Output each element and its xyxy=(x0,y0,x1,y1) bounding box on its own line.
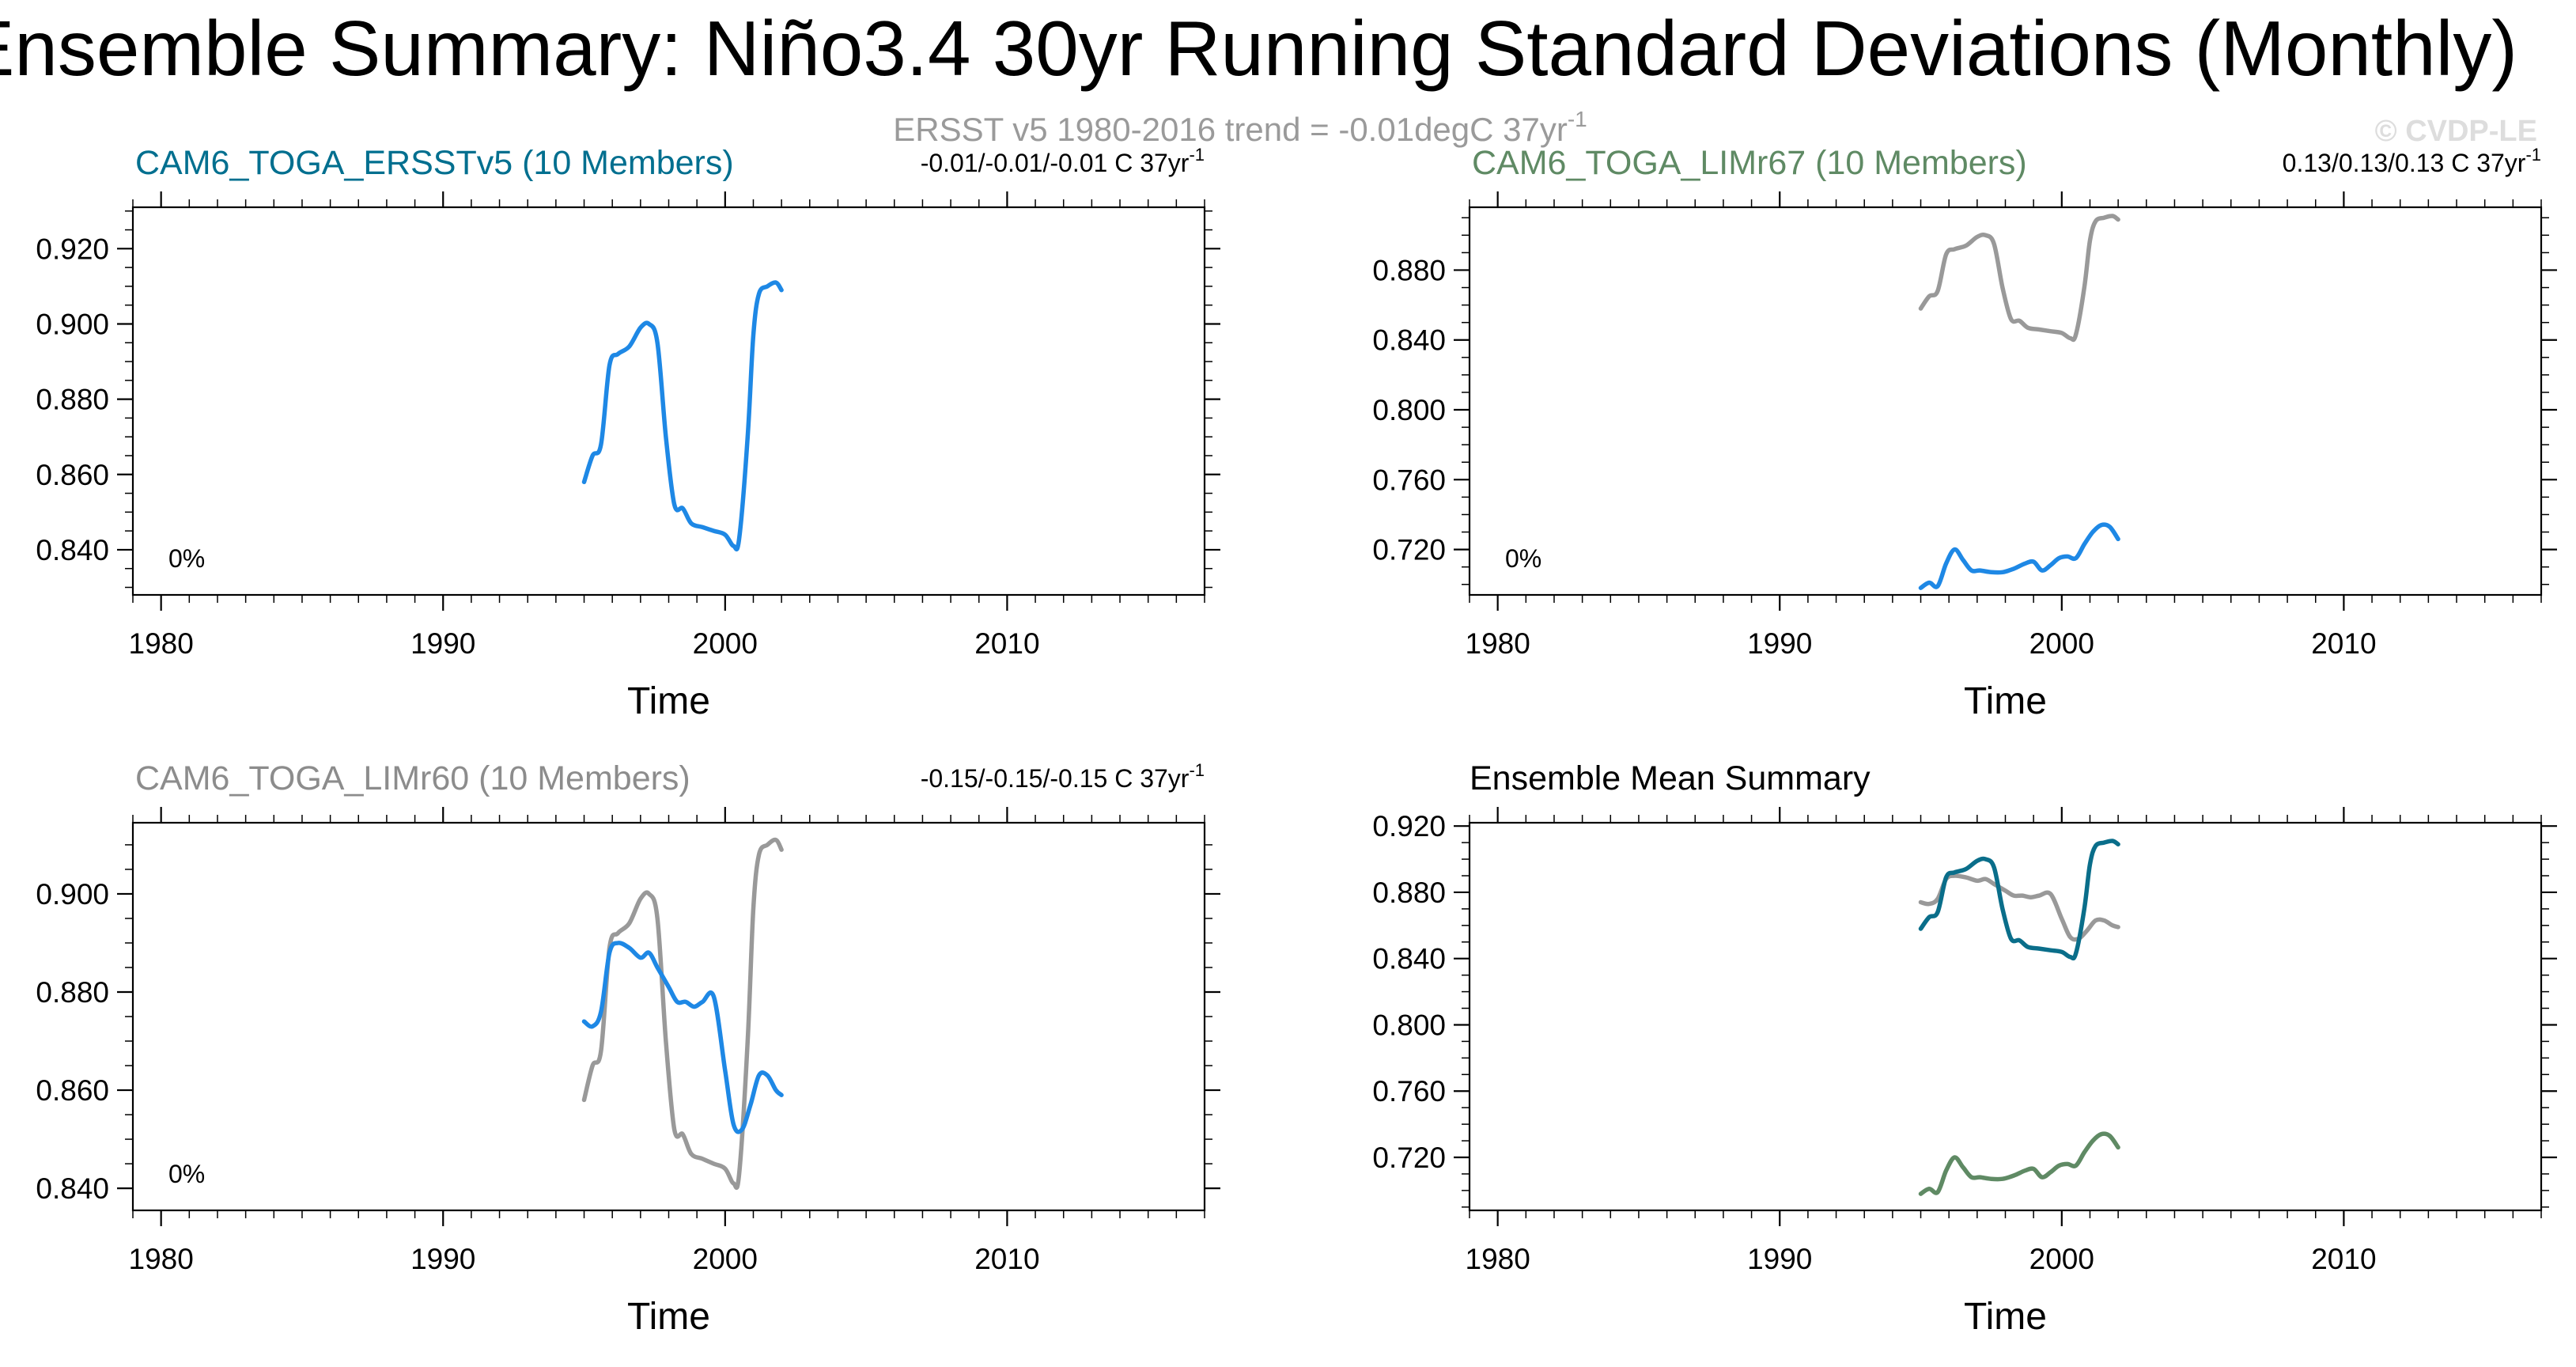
panel-title: CAM6_TOGA_ERSSTv5 (10 Members) xyxy=(135,144,734,182)
percent-annotation: 0% xyxy=(1505,544,1541,573)
y-tick-label: 0.900 xyxy=(36,308,109,340)
y-tick-label: 0.880 xyxy=(36,384,109,416)
series-line-ensemble xyxy=(581,941,784,1134)
plot-frame xyxy=(1468,206,2543,596)
x-axis-label: Time xyxy=(1964,1296,2047,1338)
y-tick-label: 0.720 xyxy=(1372,1142,1446,1174)
y-tick-label: 0.860 xyxy=(36,1074,109,1107)
panel-p2: 1980 1990 2000 2010 0.720 0.760 0.800 0.840 0.88… xyxy=(1372,144,2557,722)
y-tick-label: 0.760 xyxy=(1372,464,1446,496)
y-tick-label: 0.800 xyxy=(1372,1009,1446,1041)
trend-superscript: -1 xyxy=(1189,145,1205,165)
panel-p1: 1980 1990 2000 2010 0.840 0.860 0.880 0.900 0.92… xyxy=(36,144,1220,722)
plot-frame xyxy=(131,206,1206,596)
trend-text: -0.15/-0.15/-0.15 C 37yr-1 xyxy=(921,760,1205,793)
percent-annotation: 0% xyxy=(168,1160,205,1188)
series-line-observed xyxy=(1918,214,2120,343)
x-tick-label: 1980 xyxy=(129,1243,194,1275)
x-axis-label: Time xyxy=(1964,680,2047,722)
trend-text: 0.13/0.13/0.13 C 37yr-1 xyxy=(2283,145,2541,177)
y-tick-label: 0.720 xyxy=(1372,534,1446,566)
x-tick-label: 2000 xyxy=(2029,1243,2094,1275)
x-tick-label: 2000 xyxy=(693,1243,758,1275)
watermark: © CVDP-LE xyxy=(2375,115,2537,148)
x-axis-label: Time xyxy=(627,1296,710,1338)
subtitle: ERSST v5 1980-2016 trend = -0.01degC 37y… xyxy=(893,107,1587,148)
x-tick-label: 1990 xyxy=(410,627,475,660)
y-tick-label: 0.760 xyxy=(1372,1075,1446,1108)
y-tick-label: 0.920 xyxy=(36,233,109,265)
y-tick-label: 0.920 xyxy=(1372,810,1446,843)
panel-title: Ensemble Mean Summary xyxy=(1470,759,1871,797)
panel-p4: 1980 1990 2000 2010 0.720 0.760 0.800 0.840 0.88… xyxy=(1372,759,2557,1338)
trend-text: -0.01/-0.01/-0.01 C 37yr-1 xyxy=(921,145,1205,177)
series-line-cam6-toga-ersstv5 xyxy=(1918,839,2120,961)
series-line-observed xyxy=(581,837,784,1191)
y-tick-label: 0.880 xyxy=(36,976,109,1009)
series-line-cam6-toga-limr60 xyxy=(1918,873,2120,942)
x-tick-label: 1980 xyxy=(1466,1243,1530,1275)
x-tick-label: 2010 xyxy=(2311,1243,2376,1275)
x-tick-label: 1990 xyxy=(1747,1243,1812,1275)
subtitle-superscript: -1 xyxy=(1568,107,1587,131)
panel-p3: 1980 1990 2000 2010 0.840 0.860 0.880 0.900 Time… xyxy=(36,759,1220,1338)
main-title: Ensemble Summary: Niño3.4 30yr Running S… xyxy=(0,5,2517,92)
y-tick-label: 0.840 xyxy=(36,1172,109,1205)
x-tick-label: 2000 xyxy=(2029,627,2094,660)
series-line-ensemble xyxy=(581,280,784,552)
x-tick-label: 2010 xyxy=(2311,627,2376,660)
x-tick-label: 2010 xyxy=(974,1243,1039,1275)
panel-title: CAM6_TOGA_LIMr67 (10 Members) xyxy=(1472,144,2027,182)
y-tick-label: 0.880 xyxy=(1372,254,1446,286)
x-tick-label: 1980 xyxy=(129,627,194,660)
plot-frame xyxy=(1468,821,2543,1212)
x-tick-label: 1990 xyxy=(1747,627,1812,660)
trend-superscript: -1 xyxy=(1189,760,1205,780)
x-tick-label: 1980 xyxy=(1466,627,1530,660)
y-tick-label: 0.840 xyxy=(1372,943,1446,975)
y-tick-label: 0.860 xyxy=(36,459,109,491)
y-tick-label: 0.900 xyxy=(36,878,109,911)
series-line-ensemble xyxy=(1918,522,2120,590)
percent-annotation: 0% xyxy=(168,544,205,573)
x-tick-label: 2000 xyxy=(693,627,758,660)
trend-value: 0.13/0.13/0.13 C 37yr xyxy=(2283,149,2526,177)
plot-frame xyxy=(131,821,1206,1212)
y-tick-label: 0.880 xyxy=(1372,877,1446,909)
trend-superscript: -1 xyxy=(2525,145,2541,165)
trend-value: -0.01/-0.01/-0.01 C 37yr xyxy=(921,149,1190,177)
trend-value: -0.15/-0.15/-0.15 C 37yr xyxy=(921,764,1190,793)
subtitle-text: ERSST v5 1980-2016 trend = -0.01degC 37y… xyxy=(893,111,1568,148)
x-axis-label: Time xyxy=(627,680,710,722)
panel-title: CAM6_TOGA_LIMr60 (10 Members) xyxy=(135,759,690,797)
x-tick-label: 2010 xyxy=(974,627,1039,660)
series-line-cam6-toga-limr67 xyxy=(1918,1131,2120,1196)
panels: 1980 1990 2000 2010 0.840 0.860 0.880 0.900 0.92… xyxy=(36,144,2557,1338)
y-tick-label: 0.840 xyxy=(36,534,109,566)
y-tick-label: 0.840 xyxy=(1372,324,1446,357)
x-tick-label: 1990 xyxy=(410,1243,475,1275)
y-tick-label: 0.800 xyxy=(1372,394,1446,426)
